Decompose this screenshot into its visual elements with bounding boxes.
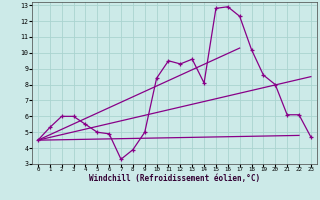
X-axis label: Windchill (Refroidissement éolien,°C): Windchill (Refroidissement éolien,°C) [89,174,260,183]
